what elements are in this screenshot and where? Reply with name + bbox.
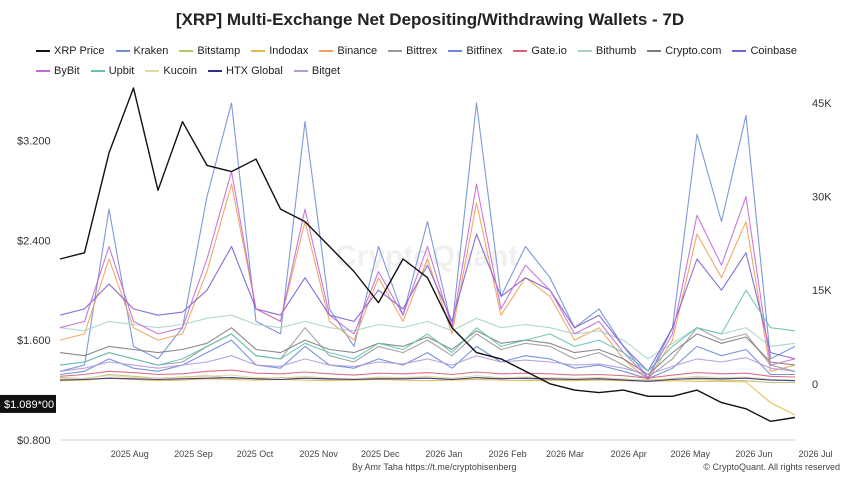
legend-item[interactable]: HTX Global xyxy=(208,62,283,80)
legend-label: Bittrex xyxy=(406,45,438,57)
copyright-text: © CryptoQuant. All rights reserved xyxy=(703,462,840,472)
y-right-tick-label: 30K xyxy=(812,192,832,204)
legend-label: Bitstamp xyxy=(197,45,241,57)
y-right-tick-label: 15K xyxy=(812,285,832,297)
x-tick-label: 2025 Aug xyxy=(111,449,149,459)
legend-label: Coinbase xyxy=(750,45,797,57)
legend-label: ByBit xyxy=(54,65,80,77)
series-line xyxy=(59,327,796,379)
legend-item[interactable]: Indodax xyxy=(251,42,308,60)
x-tick-label: 2026 Jun xyxy=(735,449,772,459)
legend-label: Crypto.com xyxy=(665,45,722,57)
legend-item[interactable]: Upbit xyxy=(90,62,135,80)
series-line xyxy=(59,369,796,379)
credit-prefix: By Amr Taha xyxy=(352,462,406,472)
legend-swatch xyxy=(732,50,747,52)
x-tick-label: 2026 Apr xyxy=(611,449,647,459)
series-line xyxy=(59,233,796,372)
legend-item[interactable]: Coinbase xyxy=(732,42,797,60)
legend-label: XRP Price xyxy=(54,45,105,57)
x-tick-label: 2025 Sep xyxy=(174,449,213,459)
legend-item[interactable]: Binance xyxy=(319,42,377,60)
legend-swatch xyxy=(388,50,403,52)
x-tick-label: 2025 Nov xyxy=(299,449,338,459)
legend-swatch xyxy=(90,70,105,72)
chart-title: [XRP] Multi-Exchange Net Depositing/With… xyxy=(175,10,685,29)
series-line xyxy=(59,183,796,381)
series-line xyxy=(59,314,796,360)
legend-item[interactable]: XRP Price xyxy=(36,42,105,60)
legend-swatch xyxy=(319,50,334,52)
legend-label: Bitget xyxy=(311,65,341,77)
legend-item[interactable]: Crypto.com xyxy=(647,42,721,60)
series-line xyxy=(59,327,796,376)
series-line xyxy=(59,87,796,422)
legend-swatch xyxy=(448,50,463,52)
series-line xyxy=(59,374,796,382)
chart-legend: XRP Price Kraken Bitstamp Indodax Binance Bit… xyxy=(36,40,836,80)
legend-swatch xyxy=(251,50,266,52)
legend-item[interactable]: Kraken xyxy=(115,42,169,60)
x-tick-label: 2026 Feb xyxy=(489,449,527,459)
legend-label: Kucoin xyxy=(163,65,198,77)
y-left-tick-label: $3.200 xyxy=(17,135,51,147)
legend-swatch xyxy=(647,50,662,52)
legend-label: Binance xyxy=(337,45,378,57)
legend-item[interactable]: Bitfinex xyxy=(448,42,502,60)
legend-label: Kraken xyxy=(133,45,169,57)
legend-item[interactable]: Bitstamp xyxy=(179,42,240,60)
legend-item[interactable]: Bittrex xyxy=(388,42,437,60)
legend-swatch xyxy=(179,50,194,52)
x-tick-label: 2026 Mar xyxy=(546,449,584,459)
current-price-box xyxy=(0,394,56,413)
legend-label: Upbit xyxy=(108,65,135,77)
legend-item[interactable]: ByBit xyxy=(36,62,80,80)
author-credit: By Amr Taha https://t.me/cryptohisenberg xyxy=(352,462,516,472)
y-right-tick-label: 45K xyxy=(812,98,832,110)
legend-swatch xyxy=(513,50,528,52)
series-line xyxy=(59,289,796,372)
x-tick-label: 2025 Dec xyxy=(361,449,400,459)
legend-label: Bithumb xyxy=(595,45,637,57)
legend-item[interactable]: Kucoin xyxy=(145,62,197,80)
legend-swatch xyxy=(145,70,160,72)
x-tick-label: 2025 Oct xyxy=(237,449,274,459)
y-left-tick-label: $1.600 xyxy=(17,335,51,347)
series-line xyxy=(59,377,796,382)
x-tick-label: 2026 Jan xyxy=(425,449,462,459)
y-right-tick-label: 0 xyxy=(812,379,818,391)
legend-swatch xyxy=(36,70,50,72)
legend-label: Gate.io xyxy=(531,45,567,57)
credit-link[interactable]: https://t.me/cryptohisenberg xyxy=(405,462,517,472)
legend-swatch xyxy=(293,70,308,72)
x-tick-label: 2026 Jul xyxy=(799,449,833,459)
series-line xyxy=(59,377,796,416)
legend-label: Bitfinex xyxy=(466,45,503,57)
legend-swatch xyxy=(36,50,50,52)
legend-item[interactable]: Gate.io xyxy=(513,42,567,60)
legend-label: Indodax xyxy=(269,45,309,57)
y-left-tick-label: $2.400 xyxy=(17,235,51,247)
series-line xyxy=(59,171,796,379)
legend-label: HTX Global xyxy=(226,65,283,77)
legend-swatch xyxy=(208,70,223,72)
legend-swatch xyxy=(115,50,130,52)
legend-swatch xyxy=(577,50,592,52)
y-left-tick-label: $0.800 xyxy=(17,435,51,447)
legend-item[interactable]: Bitget xyxy=(293,62,341,80)
current-price-label: $1.089*00 xyxy=(4,399,54,411)
series-line xyxy=(59,355,796,376)
legend-item[interactable]: Bithumb xyxy=(577,42,637,60)
x-tick-label: 2026 May xyxy=(671,449,711,459)
